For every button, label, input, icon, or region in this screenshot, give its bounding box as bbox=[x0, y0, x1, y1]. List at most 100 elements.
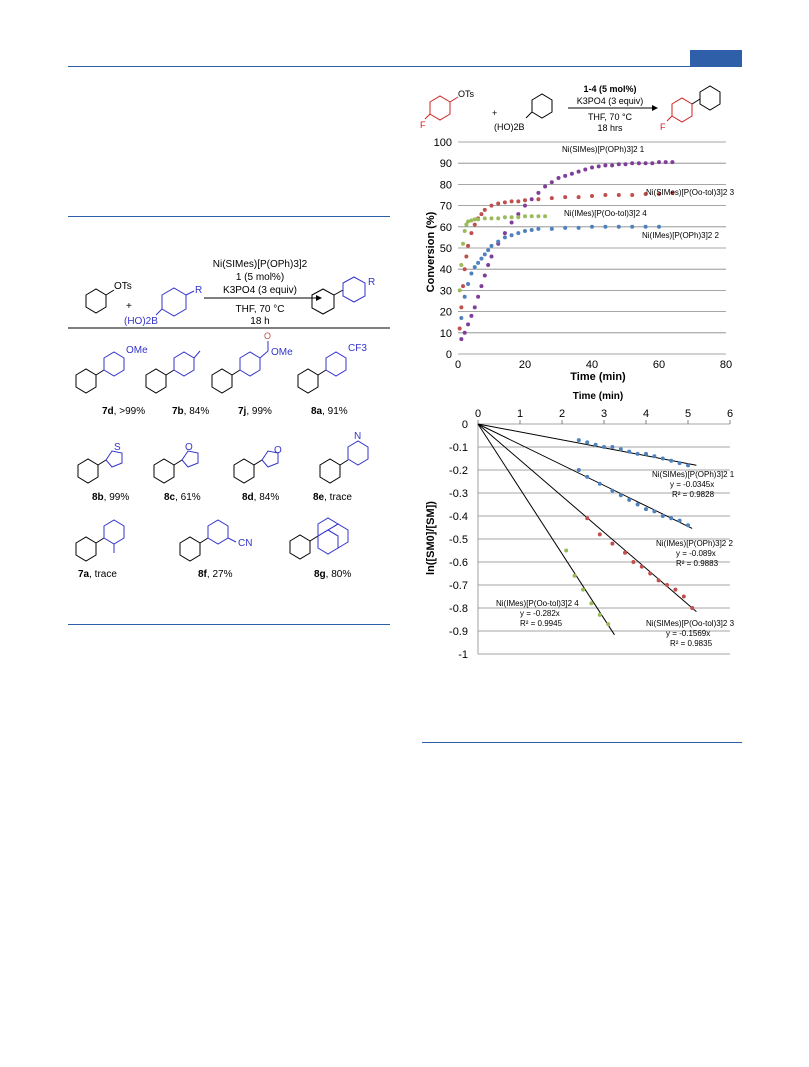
chart1-point-series-1 bbox=[464, 254, 469, 259]
chart2-point-series-2 bbox=[631, 560, 636, 564]
chart1-point-series-3 bbox=[603, 224, 608, 229]
chart2-xtick: 1 bbox=[517, 408, 523, 420]
catalyst-line2: 1 (5 mol%) bbox=[236, 272, 284, 283]
chart1-point-series-0 bbox=[616, 162, 621, 167]
svg-text:y = -0.282x: y = -0.282x bbox=[520, 609, 560, 618]
conversion-chart: 0 10 20 30 40 50 60 70 80 90 100 0 20 40 60 80 Time (mi… bbox=[425, 137, 735, 383]
product-8d-sub: O bbox=[274, 445, 282, 456]
chart1-point-series-1 bbox=[576, 195, 581, 200]
chart2-point-series-3 bbox=[581, 587, 585, 592]
chart2-label-3: Ni(SIMes)[P(Oo-tol)3]2 3 y = -0.1569x R²… bbox=[646, 619, 735, 648]
chart1-point-series-0 bbox=[502, 231, 507, 236]
chart2-point-series-0 bbox=[652, 454, 657, 459]
chart1-point-series-1 bbox=[459, 305, 464, 310]
chart1-point-series-3 bbox=[482, 252, 487, 257]
chart2-point-series-0 bbox=[576, 438, 581, 443]
chart2-point-series-1 bbox=[585, 474, 590, 479]
product-8b-sub: S bbox=[114, 442, 121, 453]
chart1-point-series-1 bbox=[479, 212, 484, 217]
fluoroaryl-tosylate bbox=[424, 95, 459, 121]
boronic-label: (HO)2B bbox=[124, 316, 158, 327]
product-7j-o: O bbox=[264, 331, 271, 341]
chart2-point-series-3 bbox=[597, 612, 602, 617]
chart1-point-series-1 bbox=[496, 201, 501, 206]
chart1-point-series-2 bbox=[462, 229, 467, 234]
chart1-point-series-1 bbox=[482, 207, 487, 212]
chart1-point-series-0 bbox=[643, 161, 648, 166]
product-8e bbox=[319, 440, 369, 484]
product-7j bbox=[211, 341, 269, 394]
product-7b-label: 7b, 84% bbox=[172, 406, 209, 417]
boronic-acid-structure bbox=[155, 287, 195, 317]
chart1-point-series-3 bbox=[489, 243, 494, 248]
scheme-bottom-rule bbox=[68, 624, 390, 625]
chart2-point-series-2 bbox=[656, 578, 661, 583]
product-7b bbox=[145, 350, 201, 394]
chart1-point-series-0 bbox=[466, 322, 471, 327]
chart2-point-series-0 bbox=[610, 445, 615, 449]
chart2-label-4: Ni(IMes)[P(Oo-tol)3]2 4 y = -0.282x R² =… bbox=[496, 599, 579, 628]
chart2-point-series-3 bbox=[589, 601, 594, 606]
chart2-point-series-2 bbox=[639, 564, 644, 569]
chart1-point-series-3 bbox=[469, 271, 474, 276]
chart1-point-series-3 bbox=[630, 224, 635, 229]
chart2-point-series-0 bbox=[669, 458, 674, 463]
chart1-ytick: 40 bbox=[440, 264, 452, 276]
chart1-point-series-0 bbox=[536, 190, 541, 195]
chart1-point-series-0 bbox=[563, 173, 568, 178]
chart2-ylabel: ln([SM0]/[SM]) bbox=[425, 501, 437, 575]
product-biaryl-structure bbox=[311, 288, 344, 315]
product-7d bbox=[75, 351, 125, 394]
chart2-point-series-3 bbox=[572, 573, 577, 578]
chart1-point-series-1 bbox=[630, 193, 635, 197]
product-7a-label: 7a, trace bbox=[78, 569, 117, 580]
chart2-xtick: 2 bbox=[559, 408, 565, 420]
product-7j-sub: OMe bbox=[271, 347, 293, 358]
chart2-point-series-1 bbox=[618, 493, 623, 498]
reactant-ots-label: OTs bbox=[114, 281, 132, 292]
chart2-point-series-0 bbox=[644, 451, 648, 456]
chart2-xtick: 3 bbox=[601, 408, 607, 420]
chart1-ytick: 0 bbox=[446, 349, 452, 361]
chart2-point-series-1 bbox=[660, 514, 665, 518]
chart2-ytick: -0.4 bbox=[449, 511, 468, 523]
scheme2-cat: 1-4 (5 mol%) bbox=[583, 84, 636, 94]
chart1-point-series-3 bbox=[549, 226, 554, 231]
chart1-point-series-2 bbox=[529, 214, 534, 219]
chart-bottom-rule bbox=[422, 742, 742, 743]
chart1-point-series-0 bbox=[469, 313, 474, 318]
chart1-point-series-0 bbox=[630, 161, 635, 166]
chart2-label-2: Ni(IMes)[P(OPh)3]2 2 y = -0.089x R² = 0.… bbox=[656, 539, 733, 568]
chart1-point-series-3 bbox=[476, 260, 481, 265]
product-8c bbox=[153, 450, 199, 484]
chart2-xtick: 4 bbox=[643, 408, 649, 420]
svg-text:R² = 0.9828: R² = 0.9828 bbox=[672, 490, 715, 499]
chart1-point-series-0 bbox=[610, 163, 615, 168]
chart2-point-series-0 bbox=[635, 451, 640, 456]
chart1-ytick: 70 bbox=[440, 201, 452, 213]
chart2-label-1: Ni(SIMes)[P(OPh)3]2 1 y = -0.0345x R² = … bbox=[652, 470, 735, 499]
chart1-point-series-1 bbox=[523, 198, 527, 203]
scheme2-product-f: F bbox=[660, 122, 666, 132]
chart1-ytick: 90 bbox=[440, 158, 452, 170]
chart1-point-series-2 bbox=[502, 215, 507, 220]
chart2-point-series-2 bbox=[690, 606, 695, 610]
chart2-point-series-0 bbox=[686, 463, 690, 468]
chart1-point-series-1 bbox=[509, 199, 514, 204]
svg-text:R² = 0.9835: R² = 0.9835 bbox=[670, 639, 713, 648]
svg-text:Ni(IMes)[P(OPh)3]2 2: Ni(IMes)[P(OPh)3]2 2 bbox=[656, 539, 733, 548]
chart1-ytick: 60 bbox=[440, 222, 452, 234]
scheme2-arrowhead bbox=[652, 105, 658, 111]
substrate-scope-scheme: OTs + (HO)2B R Ni(SIMes)[P(OPh)3]2 1 (5 … bbox=[68, 259, 390, 580]
chart1-point-series-1 bbox=[516, 199, 521, 204]
chart1-point-series-2 bbox=[516, 215, 521, 220]
scheme-top-rule bbox=[68, 216, 390, 217]
product-8b bbox=[77, 450, 123, 484]
chart1-xtick: 60 bbox=[653, 359, 665, 371]
chart2-point-series-1 bbox=[652, 509, 657, 514]
product-8e-label: 8e, trace bbox=[313, 492, 352, 503]
catalyst-line1: Ni(SIMes)[P(OPh)3]2 bbox=[213, 259, 308, 270]
solvent-condition: THF, 70 °C bbox=[235, 304, 284, 315]
chart2-ytick: -0.2 bbox=[449, 465, 468, 477]
chart1-point-series-0 bbox=[476, 294, 481, 299]
